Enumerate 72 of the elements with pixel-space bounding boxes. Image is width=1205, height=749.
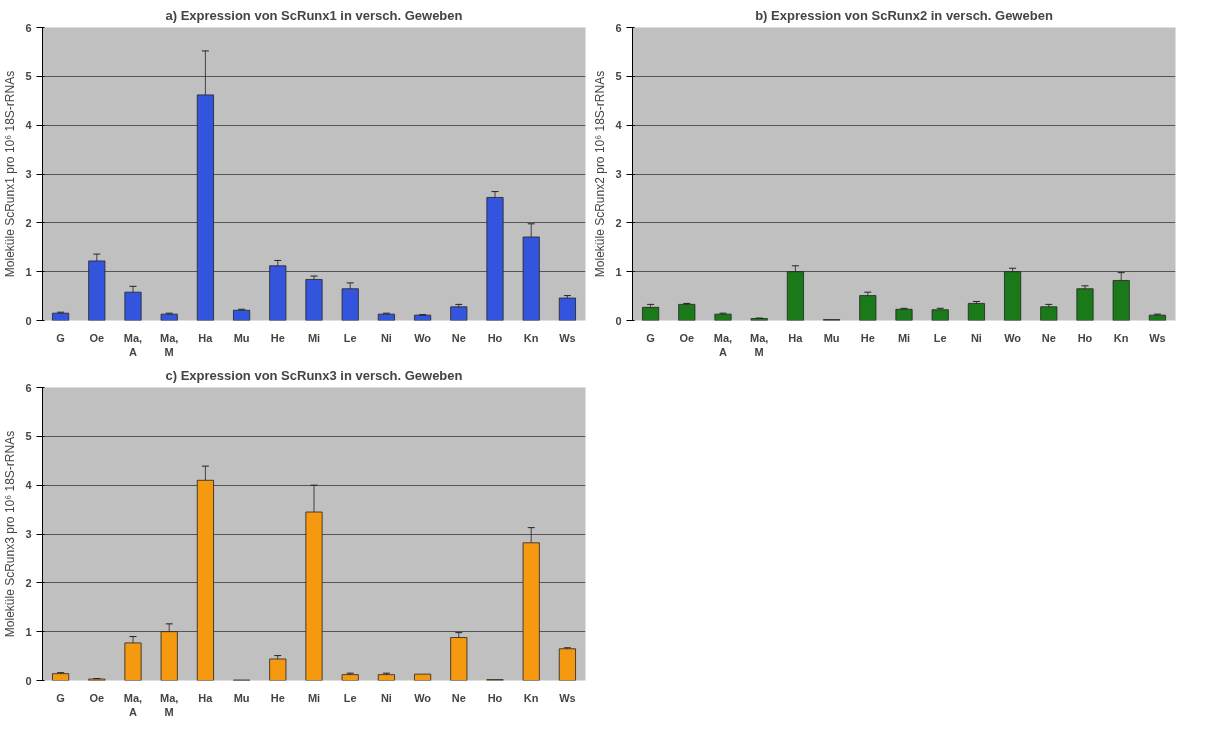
x-tick-label: Ws bbox=[1149, 331, 1166, 344]
y-tick-label: 6 bbox=[25, 21, 32, 34]
x-tick-label: Ho bbox=[487, 691, 503, 704]
x-tick-label: G bbox=[56, 331, 65, 344]
x-tick-label: Ni bbox=[970, 331, 982, 344]
x-tick-label: G bbox=[56, 691, 65, 704]
x-tick-label: Ni bbox=[380, 331, 392, 344]
y-tick-label: 3 bbox=[25, 168, 32, 180]
x-tick-label: Mu bbox=[233, 691, 250, 704]
y-tick-label: 5 bbox=[25, 430, 32, 443]
x-tick-label: Oe bbox=[679, 331, 695, 344]
x-tick-label: Wo bbox=[414, 331, 432, 344]
x-tick-label: Ne bbox=[451, 331, 466, 344]
x-tick-label: Oe bbox=[89, 691, 105, 704]
x-tick-label: Ne bbox=[1041, 331, 1056, 344]
x-tick-label: Mi bbox=[307, 691, 321, 704]
y-tick-label: 1 bbox=[25, 625, 32, 638]
y-tick-label: 4 bbox=[25, 479, 33, 492]
y-axis-title: Moleküle ScRunx3 pro 10⁶ 18S-rRNAs bbox=[3, 430, 18, 638]
x-tick-label: Ne bbox=[451, 691, 466, 704]
x-tick-label: Ho bbox=[487, 331, 503, 344]
x-tick-label: Le bbox=[343, 331, 357, 344]
y-tick-label: 6 bbox=[25, 381, 32, 394]
x-tick-label: Ws bbox=[559, 331, 576, 344]
chart-title: b) Expression von ScRunx2 in versch. Geweben bbox=[755, 7, 1053, 23]
chart-title: c) Expression von ScRunx3 in versch. Geweben bbox=[165, 367, 463, 383]
y-tick-label: 0 bbox=[615, 314, 622, 327]
x-tick-label: Ma, M bbox=[750, 331, 769, 358]
y-tick-label: 3 bbox=[615, 168, 622, 180]
x-tick-label: Kn bbox=[523, 691, 539, 704]
y-tick-label: 6 bbox=[615, 21, 622, 34]
y-tick-label: 0 bbox=[25, 314, 32, 327]
x-tick-label: Ni bbox=[380, 691, 392, 704]
y-tick-label: 5 bbox=[25, 70, 32, 83]
y-tick-label: 2 bbox=[615, 216, 622, 229]
x-tick-label: Ws bbox=[559, 691, 576, 704]
x-tick-label: He bbox=[270, 691, 285, 704]
x-tick-label: Ma, A bbox=[123, 331, 143, 358]
y-tick-label: 2 bbox=[25, 576, 32, 589]
y-axis-title: Moleküle ScRunx1 pro 10⁶ 18S-rRNAs bbox=[3, 70, 18, 278]
y-axis-title: Moleküle ScRunx2 pro 10⁶ 18S-rRNAs bbox=[593, 70, 608, 278]
x-tick-label: Oe bbox=[89, 331, 105, 344]
x-tick-label: Le bbox=[343, 691, 357, 704]
y-tick-label: 2 bbox=[25, 216, 32, 229]
chart-title: a) Expression von ScRunx1 in versch. Geweben bbox=[165, 7, 463, 23]
y-tick-label: 4 bbox=[25, 119, 33, 132]
y-tick-label: 5 bbox=[615, 70, 622, 83]
x-tick-label: Kn bbox=[523, 331, 539, 344]
x-tick-label: Ma, M bbox=[160, 331, 179, 358]
x-tick-label: Le bbox=[933, 331, 947, 344]
y-tick-label: 1 bbox=[615, 265, 622, 278]
x-tick-label: Ho bbox=[1077, 331, 1093, 344]
x-tick-label: Mu bbox=[233, 331, 250, 344]
x-tick-label: Ma, A bbox=[123, 691, 143, 718]
x-tick-label: Wo bbox=[1004, 331, 1022, 344]
x-tick-label: Ma, A bbox=[713, 331, 733, 358]
x-tick-label: He bbox=[270, 331, 285, 344]
x-tick-label: Mi bbox=[307, 331, 321, 344]
y-tick-label: 1 bbox=[25, 265, 32, 278]
y-tick-label: 4 bbox=[615, 119, 623, 132]
x-tick-label: Ma, M bbox=[160, 691, 179, 718]
x-tick-label: Kn bbox=[1113, 331, 1129, 344]
x-tick-label: Ha bbox=[198, 331, 214, 344]
y-tick-label: 3 bbox=[25, 528, 32, 540]
x-tick-label: G bbox=[646, 331, 655, 344]
x-tick-label: Ha bbox=[198, 691, 214, 704]
x-tick-label: He bbox=[860, 331, 875, 344]
x-tick-label: Wo bbox=[414, 691, 432, 704]
x-tick-label: Mi bbox=[897, 331, 911, 344]
x-tick-label: Ha bbox=[788, 331, 804, 344]
y-tick-label: 0 bbox=[25, 674, 32, 687]
x-tick-label: Mu bbox=[823, 331, 840, 344]
